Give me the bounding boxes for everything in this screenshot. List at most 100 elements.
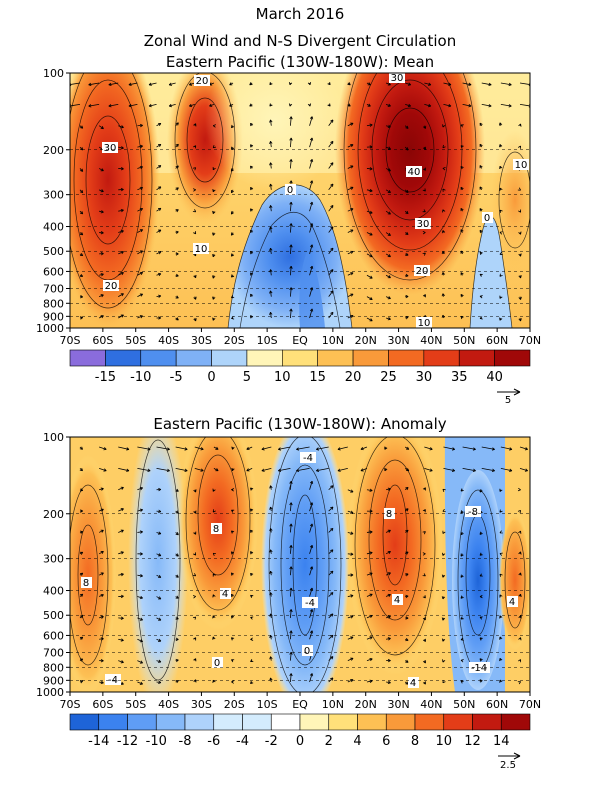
wind-vector	[261, 446, 272, 450]
wind-vector-head	[189, 103, 193, 108]
wind-vector-head	[200, 468, 204, 472]
wind-vector	[405, 103, 411, 107]
wind-vector-head	[309, 223, 314, 227]
wind-vector-head	[479, 186, 483, 190]
colorbar-label: -4	[236, 734, 249, 749]
wind-vector-head	[509, 468, 513, 472]
wind-vector-head	[212, 636, 216, 640]
wind-vector	[137, 509, 143, 512]
wind-vector-head	[175, 553, 179, 557]
wind-vector-head	[479, 489, 483, 493]
wind-vector-head	[442, 124, 446, 128]
wind-vector	[309, 587, 313, 597]
wind-vector	[366, 658, 373, 662]
wind-vector	[309, 137, 313, 148]
wind-vector	[366, 593, 373, 597]
wind-vector	[347, 293, 354, 297]
wind-vector-head	[192, 573, 197, 577]
wind-vector	[500, 467, 513, 472]
wind-vector	[385, 551, 391, 555]
wind-vector-head	[193, 318, 197, 322]
x-tick-label: 50S	[125, 698, 146, 711]
wind-vector	[328, 311, 334, 319]
wind-vector-head	[193, 296, 197, 300]
wind-vector-head	[518, 275, 522, 279]
wind-vector-head	[230, 211, 234, 215]
wind-vector	[290, 287, 292, 297]
wind-vector-head	[139, 574, 143, 578]
wind-vector-head	[229, 82, 233, 86]
colorbar-label: 8	[411, 734, 419, 749]
wind-vector-head	[269, 162, 273, 166]
wind-vector	[385, 572, 391, 576]
wind-vector	[519, 446, 528, 450]
x-tick-label: 20S	[224, 698, 245, 711]
wind-vector	[108, 82, 119, 86]
wind-vector-head	[79, 615, 84, 619]
wind-vector-head	[158, 617, 162, 621]
mean-colorbar-labels: -15 -10 -5 0 5 10 15 20 25 30 35 40	[95, 370, 503, 385]
wind-vector-head	[384, 446, 388, 450]
wind-vector-head	[405, 487, 409, 491]
wind-vector-head	[460, 488, 464, 492]
wind-vector-head	[212, 144, 217, 149]
wind-vector-head	[175, 680, 179, 684]
wind-vector-head	[289, 223, 293, 227]
wind-vector	[156, 165, 162, 169]
mean-colorbar	[69, 349, 531, 367]
wind-vector-head	[80, 295, 84, 299]
wind-vector-head	[289, 480, 293, 484]
wind-vector-head	[369, 657, 373, 662]
wind-vector	[347, 208, 354, 212]
wind-vector	[118, 660, 124, 663]
wind-vector-head	[309, 116, 314, 120]
colorbar-swatch	[414, 713, 445, 731]
wind-vector-head	[212, 167, 216, 171]
wind-vector-head	[350, 272, 354, 276]
wind-vector-head	[175, 488, 179, 492]
x-tick-label: 10N	[322, 334, 344, 347]
wind-vector-head	[79, 467, 83, 472]
wind-vector	[309, 523, 313, 533]
wind-vector-head	[212, 188, 216, 193]
wind-vector-head	[442, 530, 446, 534]
wind-vector-head	[330, 311, 334, 316]
wind-vector	[118, 146, 124, 149]
wind-vector-head	[212, 679, 216, 683]
wind-vector-head	[405, 616, 409, 620]
wind-vector	[519, 467, 528, 472]
wind-vector	[328, 141, 334, 148]
wind-vector-head	[212, 275, 216, 279]
wind-vector	[290, 308, 292, 319]
wind-vector-head	[499, 122, 503, 126]
wind-vector	[290, 609, 292, 618]
wind-vector	[137, 250, 143, 255]
wind-vector-head	[100, 252, 104, 256]
wind-vector	[309, 201, 313, 212]
wind-vector-head	[250, 122, 254, 127]
wind-vector-head	[499, 530, 503, 534]
wind-vector-head	[100, 637, 104, 641]
wind-vector-head	[369, 210, 373, 214]
wind-vector-head	[428, 82, 432, 86]
wind-vector-head	[230, 168, 234, 172]
wind-vector-head	[158, 229, 162, 233]
mean-x-axis: 70S 60S 50S 40S 30S 20S 10S EQ 10N 20N 30N 40N 50N 60…	[60, 328, 541, 347]
mean-contour-label: 20	[105, 281, 118, 292]
wind-vector	[328, 290, 334, 297]
wind-vector-head	[79, 189, 84, 194]
wind-vector-head	[405, 125, 409, 129]
wind-vector-head	[269, 141, 273, 145]
anomaly-contour-label: 8	[386, 509, 392, 520]
wind-vector	[328, 656, 334, 661]
colorbar-label: 25	[380, 370, 397, 385]
mean-contour-label: 30	[104, 143, 117, 154]
mean-contour-label: 10	[418, 318, 431, 329]
anomaly-wind-vectors	[79, 446, 528, 685]
wind-vector-head	[309, 609, 314, 613]
wind-vector	[347, 532, 354, 535]
wind-vector-head	[100, 551, 104, 554]
wind-vector	[366, 124, 373, 127]
wind-vector-head	[230, 551, 235, 555]
wind-vector-head	[175, 230, 179, 234]
